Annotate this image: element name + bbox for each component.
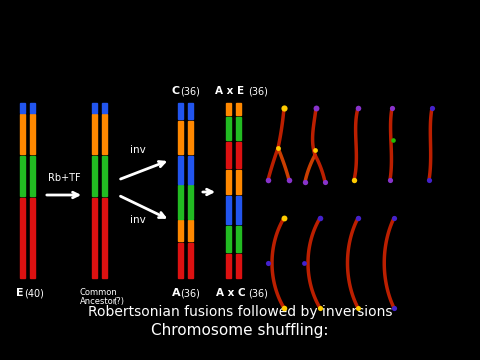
Text: A x C: A x C [216, 288, 246, 298]
Bar [178, 243, 182, 278]
Point [280, 105, 288, 111]
Point [354, 215, 362, 221]
Point [354, 305, 362, 311]
Text: C: C [172, 86, 180, 96]
Point [301, 179, 309, 185]
Bar [101, 156, 107, 196]
Point [428, 105, 436, 111]
Bar [236, 196, 240, 224]
Text: (40): (40) [24, 288, 44, 298]
Bar [226, 253, 230, 278]
Bar [188, 185, 192, 219]
Point [264, 260, 272, 266]
Text: (?): (?) [113, 297, 124, 306]
Bar [178, 103, 182, 119]
Point [389, 137, 397, 143]
Point [390, 305, 398, 311]
Text: inv: inv [130, 145, 146, 155]
Bar [188, 156, 192, 184]
Bar [20, 156, 24, 196]
Bar [226, 170, 230, 194]
Bar [226, 225, 230, 252]
Bar [101, 103, 107, 113]
Bar [92, 198, 96, 278]
Point [425, 177, 433, 183]
Point [312, 105, 320, 111]
Text: Common: Common [80, 288, 118, 297]
Point [321, 179, 329, 185]
Bar [29, 198, 35, 278]
Bar [236, 141, 240, 168]
Bar [188, 121, 192, 154]
Bar [20, 198, 24, 278]
Bar [178, 121, 182, 154]
Point [280, 215, 288, 221]
Bar [178, 185, 182, 219]
Point [388, 105, 396, 111]
Text: inv: inv [130, 215, 146, 225]
Point [264, 177, 272, 183]
Text: (36): (36) [248, 86, 268, 96]
Text: A x E: A x E [215, 86, 244, 96]
Bar [29, 103, 35, 113]
Bar [92, 103, 96, 113]
Bar [226, 196, 230, 224]
Bar [101, 113, 107, 154]
Bar [20, 113, 24, 154]
Point [285, 177, 293, 183]
Text: (36): (36) [180, 86, 200, 96]
Bar [188, 243, 192, 278]
Text: Chromosome shuffling:: Chromosome shuffling: [151, 323, 329, 338]
Bar [29, 156, 35, 196]
Text: (36): (36) [248, 288, 268, 298]
Bar [236, 117, 240, 140]
Bar [20, 103, 24, 113]
Bar [92, 113, 96, 154]
Bar [92, 156, 96, 196]
Bar [188, 103, 192, 119]
Point [316, 215, 324, 221]
Text: Ancestor: Ancestor [80, 297, 117, 306]
Point [350, 177, 358, 183]
Bar [226, 141, 230, 168]
Bar [236, 253, 240, 278]
Point [300, 260, 308, 266]
Point [311, 147, 319, 153]
Text: A: A [172, 288, 180, 298]
Bar [236, 225, 240, 252]
Bar [178, 220, 182, 241]
Bar [101, 198, 107, 278]
Bar [188, 220, 192, 241]
Bar [29, 113, 35, 154]
Point [354, 105, 362, 111]
Text: Rb+TF: Rb+TF [48, 173, 80, 183]
Bar [226, 117, 230, 140]
Bar [226, 103, 230, 115]
Point [280, 305, 288, 311]
Point [274, 145, 282, 151]
Text: (36): (36) [180, 288, 200, 298]
Point [316, 305, 324, 311]
Text: Robertsonian fusions followed by inversions: Robertsonian fusions followed by inversi… [88, 305, 392, 319]
Point [390, 215, 398, 221]
Point [386, 177, 394, 183]
Bar [236, 103, 240, 115]
Bar [178, 156, 182, 184]
Text: E: E [16, 288, 24, 298]
Bar [236, 170, 240, 194]
